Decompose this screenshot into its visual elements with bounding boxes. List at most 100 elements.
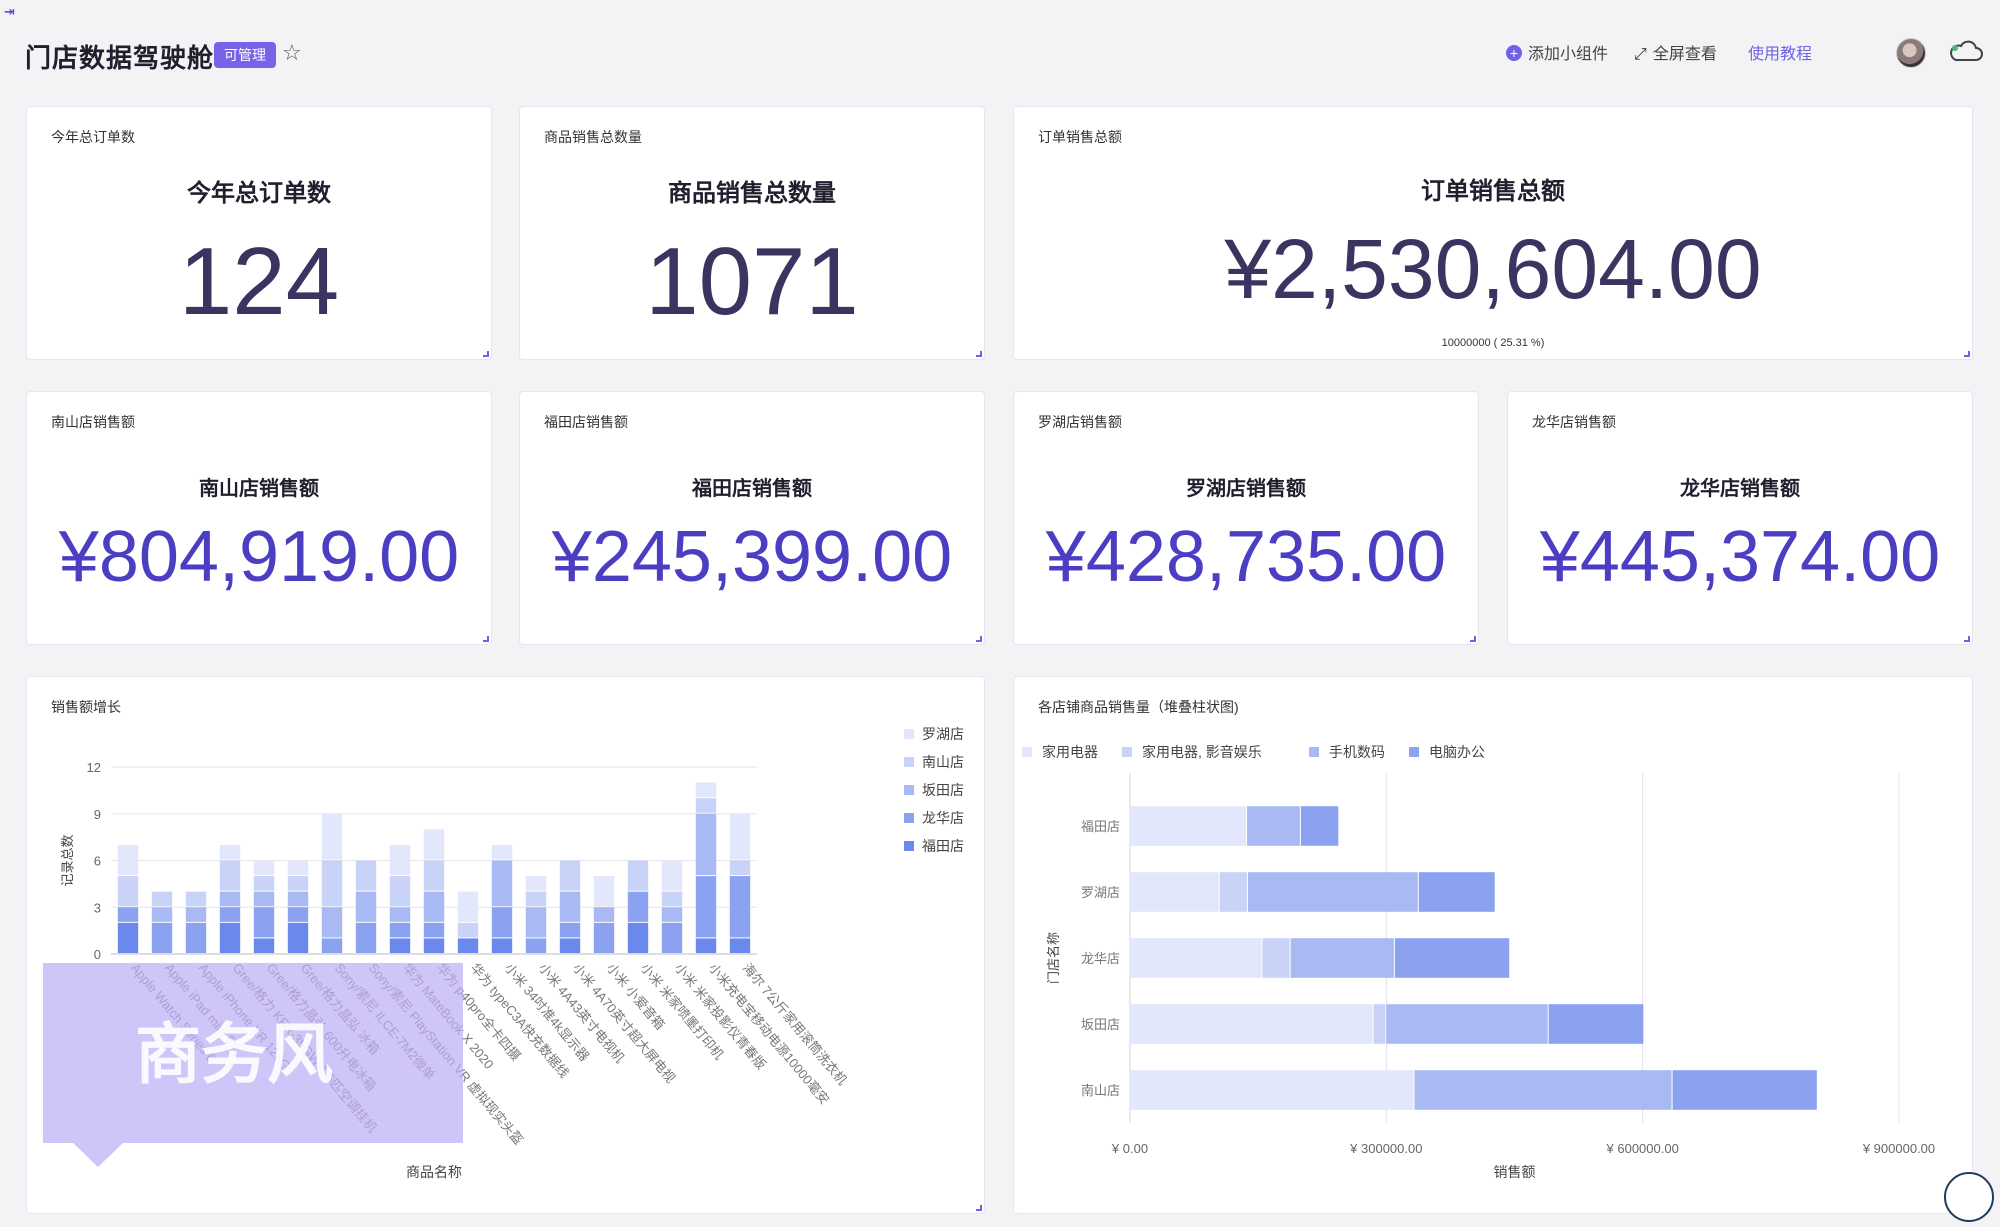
kpi-card-nanshan[interactable]: 南山店销售额 南山店销售额 ¥804,919.00 [26,391,492,645]
bar-segment [1414,1070,1672,1110]
bar-segment [491,907,513,938]
cloud-sync-icon[interactable] [1948,40,1984,64]
legend-label: 家用电器 [1042,744,1098,760]
chart-card-sales-growth[interactable]: 销售额增长 036912记录总数Apple Watch Series 6Appl… [26,676,985,1214]
avatar[interactable] [1896,38,1926,68]
card-heading: 龙华店销售额 [1680,478,1800,500]
kpi-card-luohu[interactable]: 罗湖店销售额 罗湖店销售额 ¥428,735.00 [1013,391,1479,645]
bar-segment [491,860,513,907]
fullscreen-label: 全屏查看 [1652,46,1717,63]
legend-label: 罗湖店 [922,726,964,742]
kpi-value: ¥804,919.00 [58,517,460,597]
bar-segment [1418,872,1495,912]
bar-segment [423,938,445,953]
bar-segment [1290,938,1394,978]
bar-segment [593,876,615,907]
watermark-text: 商务风 [135,1017,333,1091]
bar-segment [423,829,445,860]
resize-handle[interactable] [976,636,982,642]
resize-handle[interactable] [1964,351,1970,357]
bar-segment [661,907,683,922]
bar-segment [1130,938,1262,978]
collapse-sidebar-icon[interactable]: ⇥ [4,4,15,19]
bar-segment [559,922,581,938]
tutorial-link[interactable]: 使用教程 [1748,46,1813,63]
assistant-mascot-icon[interactable] [1944,1172,1994,1222]
bar-segment [729,813,751,860]
bar-segment [559,938,581,953]
bar-segment [389,907,411,922]
bar-segment [525,891,547,907]
bar-segment [287,922,309,953]
bar-segment [695,938,717,953]
resize-handle[interactable] [976,351,982,357]
bar-segment [559,860,581,891]
bar-segment [661,860,683,891]
kpi-card-total-sales[interactable]: 订单销售总额 订单销售总额 ¥2,530,604.00 10000000 ( 2… [1013,106,1973,360]
bar-segment [423,922,445,938]
bar-segment [525,876,547,891]
bar-segment [423,860,445,891]
bar-segment [1247,872,1418,912]
bar-segment [1300,806,1339,846]
legend-swatch [904,729,914,739]
bar-segment [457,938,479,953]
card-label: 罗湖店销售额 [1038,414,1122,430]
bar-segment [185,891,207,907]
bar-segment [661,922,683,953]
kpi-value: ¥445,374.00 [1539,517,1941,597]
kpi-card-futian[interactable]: 福田店销售额 福田店销售额 ¥245,399.00 [519,391,985,645]
fullscreen-button[interactable]: ⤢ 全屏查看 [1634,42,1717,68]
bar-segment [287,876,309,891]
card-label: 商品销售总数量 [544,129,642,145]
resize-handle[interactable] [483,351,489,357]
bar-segment [253,891,275,907]
chart-title: 各店铺商品销售量（堆叠柱状图) [1038,699,1239,715]
kpi-value: 1071 [645,228,859,335]
kpi-value: ¥2,530,604.00 [1224,222,1762,316]
bar-segment [287,907,309,922]
card-label: 福田店销售额 [544,414,628,430]
card-heading: 福田店销售额 [692,478,812,500]
resize-handle[interactable] [1470,636,1476,642]
chart-card-store-sales[interactable]: 各店铺商品销售量（堆叠柱状图) 家用电器 家用电器, 影音娱乐 手机数码 电脑办公 ¥ … [1013,676,1973,1214]
bar-segment [1548,1004,1644,1044]
bar-segment [185,922,207,953]
bar-segment [389,844,411,876]
bar-segment [219,891,241,907]
bar-segment [355,860,377,891]
chart-title: 销售额增长 [51,699,121,715]
bar-segment [117,844,139,876]
star-icon[interactable]: ☆ [282,40,302,65]
y-tick-label: 0 [94,947,101,962]
bar-segment [1130,1070,1414,1110]
y-tick-label: 6 [94,854,101,869]
card-label: 龙华店销售额 [1532,414,1616,430]
bar-segment [491,844,513,860]
bar-segment [389,938,411,953]
resize-handle[interactable] [483,636,489,642]
kpi-card-total-orders[interactable]: 今年总订单数 今年总订单数 124 [26,106,492,360]
bar-segment [627,860,649,891]
add-widget-label: 添加小组件 [1528,46,1609,63]
bar-segment [287,891,309,907]
legend-swatch [1122,747,1132,757]
y-axis-label: 门店名称 [1046,932,1061,984]
kpi-card-longhua[interactable]: 龙华店销售额 龙华店销售额 ¥445,374.00 [1507,391,1973,645]
card-heading: 罗湖店销售额 [1186,478,1306,500]
legend-label: 龙华店 [922,810,964,826]
card-heading: 南山店销售额 [199,478,319,500]
add-widget-button[interactable]: + 添加小组件 [1506,42,1608,68]
resize-handle[interactable] [976,1205,982,1211]
x-tick-label: ¥ 0.00 [1111,1141,1148,1156]
legend-label: 福田店 [922,838,964,854]
bar-segment [525,907,547,938]
bar-segment [117,922,139,953]
kpi-card-total-qty[interactable]: 商品销售总数量 商品销售总数量 1071 [519,106,985,360]
manage-badge[interactable]: 可管理 [214,42,276,68]
resize-handle[interactable] [1964,636,1970,642]
bar-segment [253,907,275,938]
bar-segment [389,876,411,907]
card-heading: 今年总订单数 [187,180,331,207]
legend-swatch [904,785,914,795]
